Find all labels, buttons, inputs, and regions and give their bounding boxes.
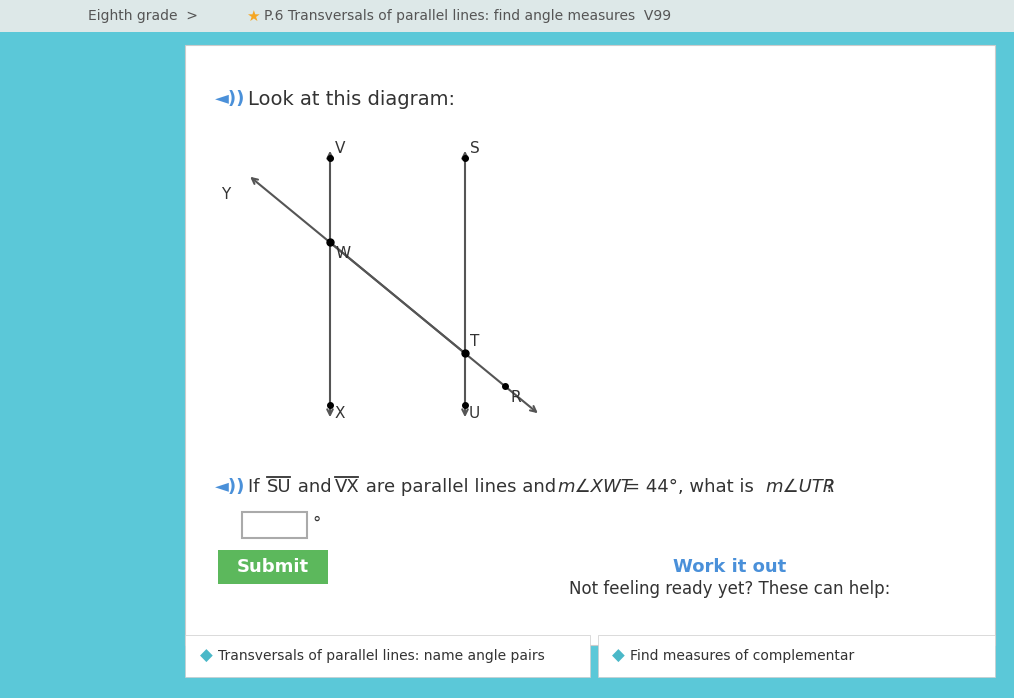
Text: Transversals of parallel lines: name angle pairs: Transversals of parallel lines: name ang…: [218, 649, 545, 663]
Text: Look at this diagram:: Look at this diagram:: [248, 90, 455, 109]
Text: ◄)): ◄)): [215, 478, 245, 496]
Text: Not feeling ready yet? These can help:: Not feeling ready yet? These can help:: [569, 580, 890, 598]
Text: are parallel lines and: are parallel lines and: [360, 478, 562, 496]
Text: Work it out: Work it out: [673, 558, 787, 576]
Text: ◆: ◆: [200, 647, 213, 665]
Text: and: and: [292, 478, 338, 496]
Bar: [218, 550, 328, 584]
Text: V: V: [335, 141, 346, 156]
Text: °: °: [312, 515, 320, 533]
Text: = 44°, what is: = 44°, what is: [625, 478, 759, 496]
Text: SU: SU: [267, 478, 292, 496]
Bar: [185, 45, 995, 645]
Bar: [598, 635, 995, 677]
Text: W: W: [336, 246, 351, 261]
Text: Submit: Submit: [237, 558, 309, 576]
Text: T: T: [470, 334, 480, 350]
Text: ★: ★: [246, 8, 260, 24]
Text: P.6 Transversals of parallel lines: find angle measures  V99: P.6 Transversals of parallel lines: find…: [264, 9, 671, 23]
Bar: [0, 0, 1014, 32]
Bar: [185, 635, 590, 677]
Bar: [242, 512, 307, 538]
Text: U: U: [469, 406, 481, 421]
Text: Y: Y: [221, 187, 230, 202]
Text: Find measures of complementar: Find measures of complementar: [630, 649, 854, 663]
Text: VX: VX: [335, 478, 360, 496]
Text: ◆: ◆: [612, 647, 625, 665]
Text: R: R: [511, 390, 521, 406]
Text: S: S: [470, 141, 480, 156]
Text: Eighth grade  >: Eighth grade >: [88, 9, 207, 23]
Text: X: X: [335, 406, 346, 421]
Text: m∠XWT: m∠XWT: [557, 478, 632, 496]
Text: ◄)): ◄)): [215, 90, 245, 108]
Text: ?: ?: [825, 478, 835, 496]
Text: m∠UTR: m∠UTR: [765, 478, 836, 496]
Text: If: If: [248, 478, 266, 496]
